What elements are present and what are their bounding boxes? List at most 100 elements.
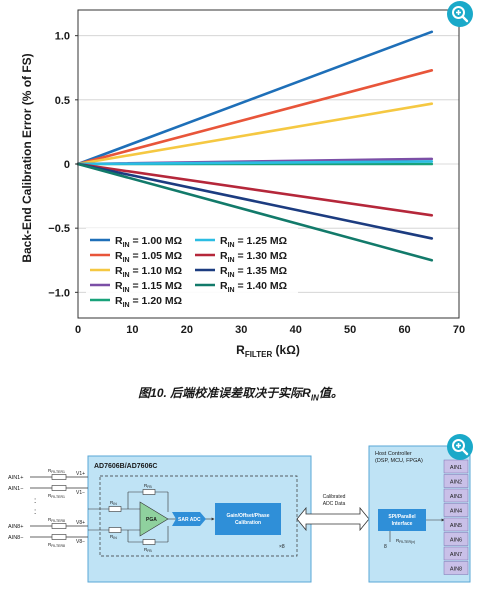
internal-resistors [108, 489, 156, 545]
x-tick-label: 60 [398, 324, 410, 336]
channel-dashed-box [99, 475, 298, 557]
ain-registers: AIN1 AIN2 AIN3 AIN4 AIN5 AIN6 AIN7 AIN8 [443, 459, 469, 575]
sar-adc-block [172, 512, 206, 526]
calibration-block [215, 503, 281, 535]
svg-text:V1−: V1− [76, 490, 85, 496]
series-line [76, 69, 434, 166]
ain-register [443, 459, 469, 474]
figure-caption: 图10. 后端校准误差取决于实际RIN值。 [138, 386, 343, 403]
input-signals: AIN1+ AIN1− AIN8+ AIN8− : : [8, 475, 36, 541]
ain-register-label: AIN8 [450, 567, 462, 573]
calibration-error-chart: 1.0 0.5 0 −0.5 −1.0 0 10 20 30 40 50 60 70 RIN = 1.… [20, 9, 465, 359]
svg-text:V8+: V8+ [76, 520, 85, 526]
calibration-label: Gain/Offset/Phase [226, 513, 269, 519]
host-title: (DSP, MCU, FPGA) [375, 458, 423, 464]
series-line [76, 30, 434, 166]
sar-adc-label: SAR ADC [178, 517, 201, 523]
arrow-label: Calibrated [323, 494, 346, 500]
chart-series [76, 30, 434, 262]
legend-label: RIN = 1.15 MΩ [115, 280, 182, 294]
ain-register-label: AIN5 [450, 523, 462, 529]
x-tick-label: 50 [344, 324, 356, 336]
input-label: AIN1+ [8, 475, 23, 481]
zoom-in-button[interactable] [447, 434, 473, 460]
rfilter-labels: RFILTER1 RFILTER1 RFILTER8 RFILTER8 [48, 468, 65, 548]
legend-background [86, 228, 298, 308]
legend-label: RIN = 1.20 MΩ [115, 295, 182, 309]
legend-label: RIN = 1.40 MΩ [220, 280, 287, 294]
legend-label: RIN = 1.35 MΩ [220, 265, 287, 279]
x-tick-label: 20 [181, 324, 193, 336]
series-line [76, 162, 434, 262]
x-axis-label: RFILTER (kΩ) [236, 343, 300, 359]
ain-register [443, 474, 469, 488]
y-tick-label: −0.5 [48, 223, 70, 235]
spi-interface-block [378, 509, 426, 531]
rfilter-resistors [51, 474, 67, 540]
pga-label: PGA [146, 517, 157, 523]
svg-text:RFILTER1: RFILTER1 [48, 468, 65, 474]
ain-register-label: AIN4 [450, 509, 462, 515]
ain-register-label: AIN3 [450, 494, 462, 500]
ain-register [443, 488, 469, 503]
ain-register [443, 532, 469, 546]
x-tick-label: 0 [75, 324, 81, 336]
svg-text:RFB: RFB [144, 483, 152, 489]
input-label: AIN8+ [8, 524, 23, 530]
ain-register-label: AIN7 [450, 552, 462, 558]
legend-label: RIN = 1.05 MΩ [115, 250, 182, 264]
x-tick-label: 10 [126, 324, 138, 336]
series-line [76, 162, 434, 217]
y-tick-label: 0.5 [55, 95, 70, 107]
svg-text:RIN: RIN [110, 500, 117, 506]
series-line [76, 162, 434, 240]
spi-label: Interface [392, 521, 413, 527]
y-tick-labels: 1.0 0.5 0 −0.5 −1.0 [48, 31, 78, 299]
ain-register-label: AIN2 [450, 480, 462, 486]
zoom-in-button[interactable] [447, 1, 473, 27]
ad7606-block-diagram: AD7606B/AD7606C AIN1+ AIN1− AIN8+ AIN8− … [8, 445, 471, 583]
spi-label: SPI/Parallel [388, 514, 416, 520]
svg-text:RIN: RIN [110, 534, 117, 540]
input-label: AIN1− [8, 486, 23, 492]
arrow-label: ADC Data [323, 501, 346, 507]
x-tick-label: 40 [290, 324, 302, 336]
zoom-in-icon [452, 439, 469, 456]
calibration-label: Calibration [235, 520, 261, 526]
dots-label: : [34, 507, 36, 516]
host-title: Host Controller [375, 451, 412, 457]
internal-resistor-labels: RFB RFB RIN RIN [110, 483, 152, 553]
pin-labels: V1+ V1− V8+ V8− [76, 471, 85, 545]
svg-text:V8−: V8− [76, 539, 85, 545]
y-tick-label: 0 [64, 159, 70, 171]
y-tick-label: 1.0 [55, 31, 70, 43]
chip-title: AD7606B/AD7606C [94, 463, 157, 470]
svg-text:RFILTER8: RFILTER8 [48, 542, 65, 548]
times-eight-label: ×8 [279, 544, 285, 550]
dots-label: : [34, 496, 36, 505]
pga-triangle [139, 501, 169, 537]
ain-register-label: AIN6 [450, 538, 462, 544]
svg-text:RFILTER1: RFILTER1 [48, 493, 65, 499]
ain-register [443, 546, 469, 561]
legend-label: RIN = 1.00 MΩ [115, 235, 182, 249]
ain-register [443, 517, 469, 532]
legend-label: RIN = 1.10 MΩ [115, 265, 182, 279]
host-r-label: RFILTER(x) [396, 538, 415, 544]
series-line [76, 160, 434, 166]
legend-label: RIN = 1.30 MΩ [220, 250, 287, 264]
legend-label: RIN = 1.25 MΩ [220, 235, 287, 249]
x-tick-label: 70 [453, 324, 465, 336]
x-tick-labels: 0 10 20 30 40 50 60 70 [75, 324, 465, 336]
svg-text:RFB: RFB [144, 547, 152, 553]
y-tick-label: −1.0 [48, 287, 70, 299]
ain-register [443, 503, 469, 517]
y-axis-label: Back-End Calibration Error (% of FS) [20, 53, 34, 262]
series-line [76, 102, 434, 166]
zoom-in-icon [452, 6, 469, 23]
host-count: 8 [384, 544, 387, 550]
svg-text:RFILTER8: RFILTER8 [48, 517, 65, 523]
x-tick-label: 30 [235, 324, 247, 336]
ain-register [443, 561, 469, 575]
